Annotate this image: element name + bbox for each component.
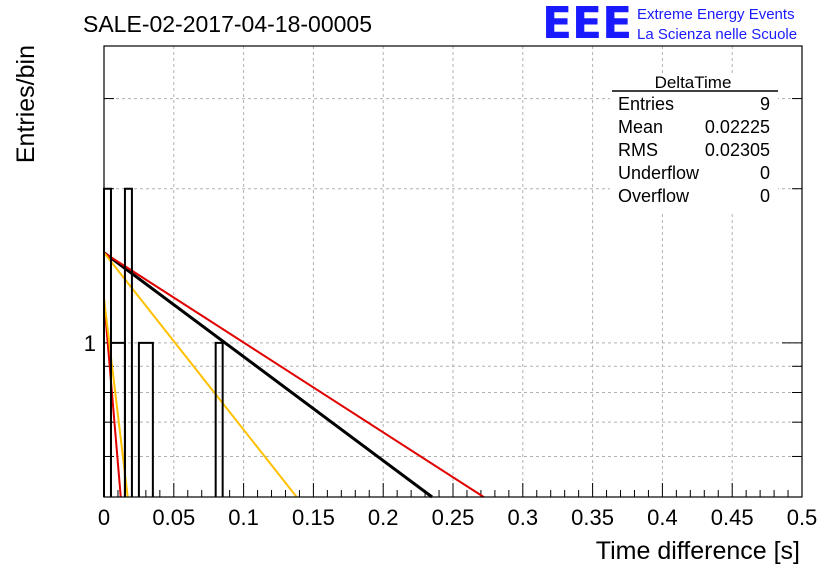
fit-line [103,298,122,498]
stats-box-background [610,73,778,211]
stats-row-value: 0.02225 [705,117,770,137]
eee-logo-line1: Extreme Energy Events [637,6,795,23]
grid-lines [104,46,802,497]
x-tick-label: 0.1 [228,505,259,530]
histogram-bin [137,341,154,497]
fit-lines [103,251,485,499]
x-tick-labels: 0 0.05 0.1 0.15 0.2 0.25 0.3 0.35 0.4 0.45 0.5 [98,505,817,530]
plot-frame [103,45,803,498]
stats-row-label: Overflow [618,186,690,206]
stats-row-value: 0 [760,186,770,206]
stats-row-label: RMS [618,140,658,160]
x-tick-label: 0.2 [368,505,399,530]
x-tick-label: 0.45 [711,505,754,530]
stats-row-label: Underflow [618,163,700,183]
y-tick-label: 1 [84,331,96,356]
x-tick-label: 0.5 [787,505,818,530]
y-axis-label: Entries/bin [12,45,40,163]
fit-line [103,298,129,498]
eee-logo: EEE Extreme Energy Events La Scienza nel… [542,0,797,49]
stats-box-title: DeltaTime [655,73,732,92]
x-tick-label: 0 [98,505,110,530]
stats-row-label: Mean [618,117,663,137]
x-tick-label: 0.25 [432,505,475,530]
x-tick-label: 0.4 [647,505,678,530]
x-tick-label: 0.3 [508,505,539,530]
y-tick-labels: 1 [84,331,96,356]
x-tick-label: 0.35 [571,505,614,530]
x-axis-label: Time difference [s] [596,537,800,565]
x-tick-label: 0.15 [292,505,335,530]
fit-line [103,252,298,498]
stats-row-label: Entries [618,94,674,114]
histogram-bin [214,341,224,497]
x-tick-label: 0.05 [152,505,195,530]
stats-row-value: 0.02305 [705,140,770,160]
stats-box: DeltaTime Entries 9 Mean 0.02225 RMS 0.02305U… [610,73,778,211]
eee-logo-line2: La Scienza nelle Scuole [637,26,797,43]
stats-row-value: 0 [760,163,770,183]
fit-line [103,251,485,498]
chart-title: SALE-02-2017-04-18-00005 [83,11,372,37]
eee-logo-mark: EEE [542,0,632,49]
fit-line [103,251,433,499]
histogram-bin [123,187,133,497]
stats-row-value: 9 [760,94,770,114]
